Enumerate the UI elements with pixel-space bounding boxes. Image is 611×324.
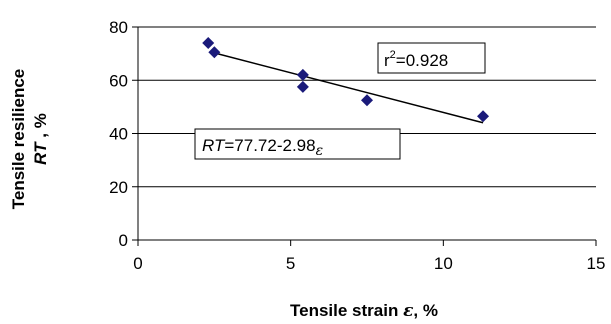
x-tick-label: 5 xyxy=(286,254,295,273)
y-tick-label: 60 xyxy=(109,71,128,90)
equation-annotation: RT=77.72-2.98ε xyxy=(202,136,323,159)
x-tick-label: 0 xyxy=(133,254,142,273)
y-axis-title: Tensile resilience RT , % xyxy=(9,69,50,209)
y-tick-label: 80 xyxy=(109,18,128,37)
y-axis-title-line2: RT , % xyxy=(31,113,50,165)
data-point xyxy=(202,36,215,49)
trendline xyxy=(211,51,484,124)
data-point xyxy=(296,68,309,81)
x-tick-label: 10 xyxy=(434,254,453,273)
data-points xyxy=(202,36,490,123)
data-point xyxy=(208,46,221,59)
data-point xyxy=(296,80,309,93)
data-point xyxy=(477,110,490,123)
y-tick-label: 20 xyxy=(109,178,128,197)
r2-annotation: r2=0.928 xyxy=(384,49,448,70)
y-tick-labels: 0 20 40 60 80 xyxy=(109,18,128,250)
r2-annotation-box xyxy=(377,42,486,74)
data-point xyxy=(361,94,373,107)
y-tick-label: 0 xyxy=(119,231,128,250)
x-axis-title: Tensile strain ε, % xyxy=(290,301,438,321)
equation-annotation-box xyxy=(194,128,401,160)
trendline-group xyxy=(211,51,484,124)
y-tick-label: 40 xyxy=(109,125,128,144)
y-axis-title-line1: Tensile resilience xyxy=(9,69,28,209)
x-tick-labels: 0 5 10 15 xyxy=(133,240,605,273)
x-tick-label: 15 xyxy=(587,254,606,273)
